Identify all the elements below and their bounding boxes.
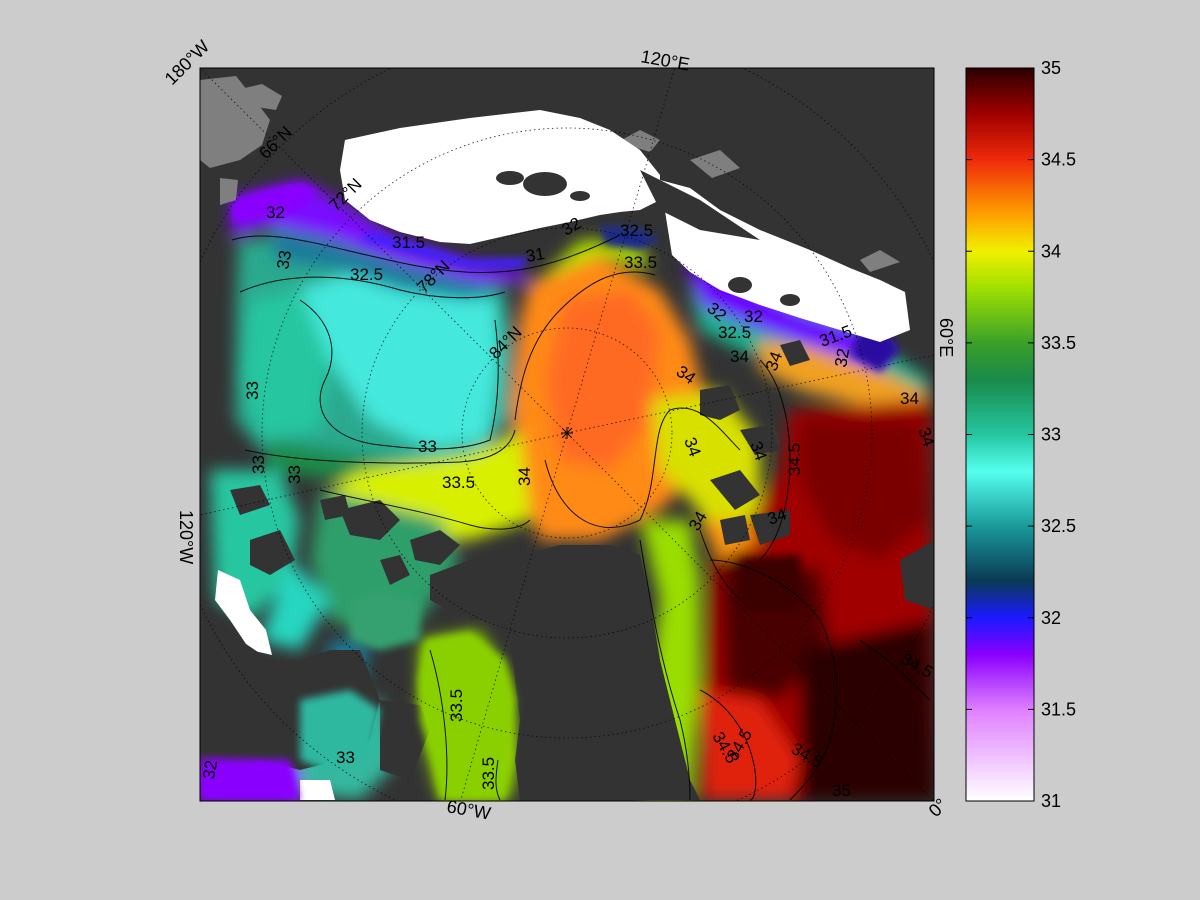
- contour-label: 34: [730, 347, 749, 366]
- contour-label: 33: [418, 437, 437, 456]
- longitude-label: 60°E: [936, 318, 956, 357]
- contour-label: 32: [199, 759, 221, 781]
- colorbar-tick-label: 33.5: [1041, 333, 1076, 353]
- contour-label: 31: [524, 244, 546, 266]
- land-masses: [200, 340, 934, 800]
- colorbar-tick-label: 31.5: [1041, 699, 1076, 719]
- contour-label: 33.5: [479, 757, 498, 790]
- land-in-ice: [496, 170, 800, 306]
- colorbar-tick-label: 32: [1041, 608, 1061, 628]
- contour-label: 34: [900, 389, 919, 408]
- longitude-label: 120°W: [176, 510, 196, 564]
- colorbar: 35 34.5 34 33.5 33 32.5 32 31.5 31: [965, 58, 1076, 811]
- colorbar-ticks: 35 34.5 34 33.5 33 32.5 32 31.5 31: [966, 58, 1076, 811]
- contour-label: 33: [243, 381, 262, 400]
- north-pole-marker: [561, 427, 573, 439]
- contour-label: 32: [831, 347, 853, 369]
- contour-label: 33: [273, 249, 295, 271]
- missing-data-areas: [200, 76, 900, 272]
- graticule: [200, 68, 934, 801]
- labrador-water: [200, 758, 300, 800]
- contour-label: 32: [744, 307, 763, 326]
- contour-label: 33.5: [624, 253, 657, 272]
- contour-label: 31.5: [392, 233, 425, 252]
- contour-lines: [231, 234, 931, 801]
- contour-label: 32: [266, 203, 285, 222]
- contour-label: 32.5: [350, 265, 383, 284]
- contour-label: 34.5: [785, 443, 804, 476]
- channel-water: [350, 590, 420, 650]
- contour-label: 33.5: [447, 689, 466, 722]
- map-panel: 31 31.5 32 32 32.5 32.5 33 33 33 33 33 3…: [199, 67, 938, 802]
- colorbar-gradient: [966, 68, 1034, 801]
- colorbar-tick-label: 31: [1041, 791, 1061, 811]
- colorbar-tick-label: 33: [1041, 425, 1061, 445]
- colorbar-tick-label: 34: [1041, 241, 1061, 261]
- contour-label: 33.5: [442, 473, 475, 492]
- contour-label: 32.5: [718, 323, 751, 342]
- colorbar-tick-label: 32.5: [1041, 516, 1076, 536]
- contour-label: 33: [336, 748, 355, 767]
- contour-label: 32.5: [620, 221, 653, 240]
- colorbar-tick-label: 35: [1041, 58, 1061, 78]
- hudson-water: [300, 690, 380, 772]
- baffin-bay-water: [418, 632, 515, 800]
- contour-label: 34: [914, 425, 938, 449]
- contour-label: 34: [515, 467, 534, 486]
- colorbar-tick-label: 34.5: [1041, 150, 1076, 170]
- contour-label: 33: [249, 455, 268, 474]
- map-frame: [199, 67, 935, 802]
- contour-label: 35: [832, 781, 851, 800]
- contour-label: 33: [285, 465, 304, 484]
- salinity-accents: [232, 182, 900, 610]
